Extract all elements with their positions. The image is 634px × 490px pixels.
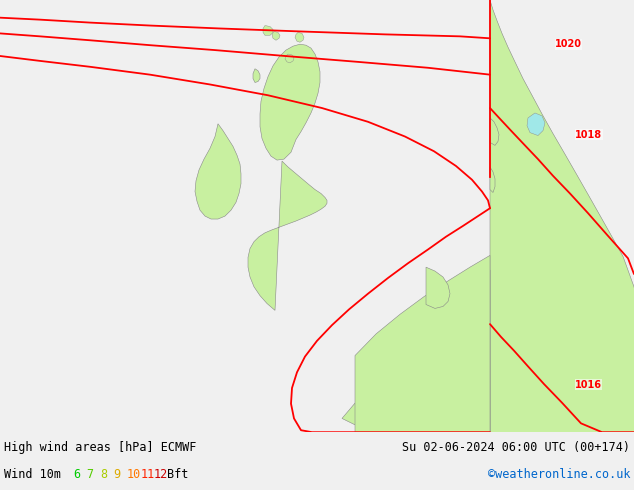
Text: 10: 10 bbox=[127, 467, 141, 481]
Polygon shape bbox=[248, 161, 327, 310]
Text: 11: 11 bbox=[141, 467, 155, 481]
Polygon shape bbox=[342, 270, 490, 432]
Text: Su 02-06-2024 06:00 UTC (00+174): Su 02-06-2024 06:00 UTC (00+174) bbox=[402, 441, 630, 454]
Text: High wind areas [hPa] ECMWF: High wind areas [hPa] ECMWF bbox=[4, 441, 197, 454]
Polygon shape bbox=[490, 287, 634, 432]
Polygon shape bbox=[295, 32, 304, 42]
Polygon shape bbox=[253, 69, 260, 82]
Polygon shape bbox=[195, 124, 241, 219]
Text: ©weatheronline.co.uk: ©weatheronline.co.uk bbox=[488, 467, 630, 481]
Text: 12: 12 bbox=[154, 467, 168, 481]
Polygon shape bbox=[490, 167, 495, 193]
Text: 8: 8 bbox=[100, 467, 107, 481]
Text: Bft: Bft bbox=[167, 467, 189, 481]
Polygon shape bbox=[355, 255, 490, 432]
Polygon shape bbox=[272, 31, 280, 40]
Text: 1020: 1020 bbox=[555, 39, 582, 49]
Polygon shape bbox=[263, 25, 273, 35]
Polygon shape bbox=[490, 0, 634, 432]
Text: 1016: 1016 bbox=[575, 380, 602, 390]
Text: 9: 9 bbox=[113, 467, 120, 481]
Text: 1018: 1018 bbox=[575, 129, 602, 140]
Polygon shape bbox=[490, 118, 499, 146]
Polygon shape bbox=[426, 267, 450, 308]
Text: 6: 6 bbox=[73, 467, 80, 481]
Polygon shape bbox=[527, 113, 545, 136]
Text: Wind 10m: Wind 10m bbox=[4, 467, 61, 481]
Polygon shape bbox=[285, 54, 294, 63]
Text: 7: 7 bbox=[86, 467, 94, 481]
Polygon shape bbox=[260, 44, 320, 160]
